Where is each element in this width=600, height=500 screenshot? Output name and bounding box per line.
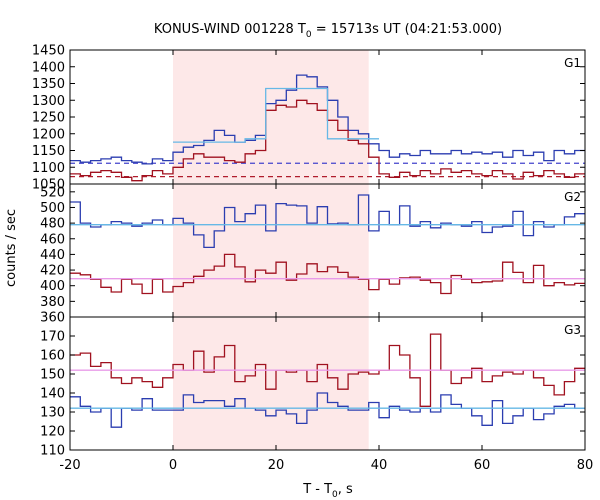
burst-interval-shade xyxy=(173,50,369,450)
y-tick-label: 380 xyxy=(40,295,65,310)
panel-label: G2 xyxy=(564,190,581,204)
series-red xyxy=(70,333,585,407)
y-tick-label: 420 xyxy=(40,264,65,279)
panel-label: G3 xyxy=(564,323,581,337)
y-tick-label: 480 xyxy=(40,217,65,232)
series-blue xyxy=(70,74,585,165)
x-tick-label: -20 xyxy=(59,458,80,473)
chart-title: KONUS-WIND 001228 T0 = 15713s UT (04:21:… xyxy=(154,22,502,40)
x-tick-label: 40 xyxy=(371,458,388,473)
series-red xyxy=(70,253,585,295)
x-tick-label: 80 xyxy=(577,458,594,473)
series-cyan xyxy=(173,87,379,143)
y-tick-label: 440 xyxy=(40,248,65,263)
y-tick-label: 1400 xyxy=(32,60,65,75)
y-tick-label: 1050 xyxy=(32,178,65,193)
y-tick-label: 1300 xyxy=(32,94,65,109)
y-tick-label: 1350 xyxy=(32,77,65,92)
y-tick-label: 140 xyxy=(40,387,65,402)
y-tick-label: 120 xyxy=(40,425,65,440)
x-tick-label: 0 xyxy=(169,458,177,473)
panel-frame xyxy=(69,316,586,451)
y-tick-label: 150 xyxy=(40,368,65,383)
y-tick-label: 1450 xyxy=(32,44,65,59)
panel-label: G1 xyxy=(564,56,581,70)
y-tick-label: 170 xyxy=(40,330,65,345)
y-tick-label: 520 xyxy=(40,185,65,200)
y-tick-label: 500 xyxy=(40,201,65,216)
x-tick-label: 20 xyxy=(268,458,285,473)
y-tick-label: 1150 xyxy=(32,144,65,159)
y-tick-label: 130 xyxy=(40,406,65,421)
y-axis-label: counts / sec xyxy=(4,209,19,287)
y-tick-label: 400 xyxy=(40,279,65,294)
y-tick-label: 460 xyxy=(40,232,65,247)
y-tick-label: 360 xyxy=(40,311,65,326)
y-tick-label: 1250 xyxy=(32,111,65,126)
x-axis-label: T - T0, s xyxy=(302,482,353,500)
x-tick-label: 60 xyxy=(474,458,491,473)
y-tick-label: 110 xyxy=(40,444,65,459)
y-tick-label: 1200 xyxy=(32,127,65,142)
series-blue xyxy=(70,194,585,249)
panel-g3: 110 120 130 140 150 160 170 G3 xyxy=(40,316,586,459)
y-tick-label: 160 xyxy=(40,349,65,364)
y-tick-label: 1100 xyxy=(32,161,65,176)
plot-area: 105011001150120012501300135014001450G136… xyxy=(32,44,593,474)
